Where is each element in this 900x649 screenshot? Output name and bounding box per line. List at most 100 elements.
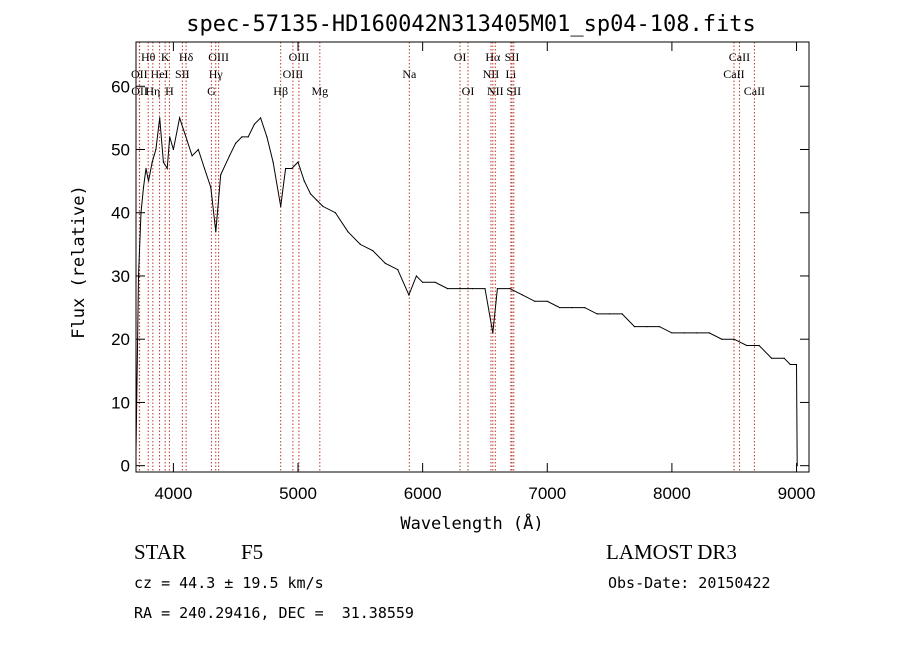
data-point-65 (658, 326, 661, 328)
line-label-6: Hδ (179, 50, 194, 64)
data-point-46 (434, 281, 436, 283)
object-type: STAR (134, 540, 186, 564)
line-label-19: Hα (485, 50, 501, 64)
data-point-63 (633, 326, 636, 328)
y-tick-label-6: 60 (111, 77, 130, 96)
line-label-0: Hθ (141, 50, 156, 64)
data-point-74 (771, 357, 773, 359)
data-point-32 (297, 161, 299, 163)
data-point-5 (147, 180, 150, 182)
data-point-29 (280, 205, 282, 207)
data-point-72 (746, 344, 748, 347)
data-point-48 (459, 288, 461, 290)
data-point-38 (347, 231, 349, 233)
data-point-9 (162, 161, 164, 163)
data-point-22 (235, 142, 237, 144)
x-tick-label-3: 7000 (528, 484, 566, 503)
data-point-11 (169, 136, 171, 138)
data-point-42 (397, 269, 399, 271)
line-label-5: Hη (145, 84, 160, 98)
data-point-62 (621, 313, 623, 315)
plot-frame (135, 41, 810, 473)
data-point-59 (584, 307, 586, 309)
data-point-19 (215, 231, 217, 233)
data-point-77 (795, 363, 798, 366)
data-point-26 (260, 117, 262, 119)
data-point-52 (496, 288, 498, 290)
line-label-17: OI (454, 50, 467, 64)
data-point-56 (546, 300, 548, 302)
y-tick-label-1: 10 (111, 393, 130, 412)
data-point-76 (789, 363, 791, 366)
data-point-53 (509, 288, 511, 290)
spectrum-line (135, 115, 798, 466)
data-point-57 (559, 307, 561, 309)
y-tick-label-3: 30 (111, 267, 130, 286)
data-point-55 (534, 300, 536, 302)
line-label-2: OII (131, 84, 148, 98)
line-label-15: Mg (311, 84, 328, 98)
line-label-3: K (161, 50, 170, 64)
y-tick-label-5: 50 (111, 141, 130, 160)
line-label-23: NII (487, 84, 504, 98)
x-tick-label-1: 5000 (279, 484, 317, 503)
data-point-30 (285, 167, 287, 170)
data-point-16 (197, 148, 199, 151)
data-point-7 (155, 148, 157, 151)
data-point-64 (646, 326, 648, 328)
line-label-27: CaII (744, 84, 765, 98)
data-point-40 (372, 250, 374, 252)
data-point-21 (228, 155, 231, 157)
data-point-70 (721, 338, 723, 340)
x-axis-label: Wavelength (Å) (400, 512, 543, 534)
line-label-7: SII (175, 67, 190, 81)
data-point-33 (303, 180, 305, 182)
data-point-37 (334, 212, 336, 214)
data-point-35 (316, 199, 318, 201)
data-point-12 (172, 148, 174, 151)
data-point-28 (272, 161, 274, 163)
data-point-73 (758, 344, 760, 347)
data-point-27 (266, 136, 268, 138)
line-label-10: Hγ (209, 67, 224, 81)
data-point-50 (484, 288, 486, 290)
line-label-21: NII (483, 67, 500, 81)
data-point-71 (733, 338, 735, 340)
data-point-23 (241, 136, 243, 138)
data-point-4 (145, 167, 147, 170)
data-point-10 (166, 167, 168, 170)
x-tick-label-0: 4000 (154, 484, 192, 503)
data-point-45 (422, 281, 424, 283)
data-point-43 (408, 294, 410, 296)
data-point-49 (471, 288, 474, 290)
data-point-25 (253, 123, 255, 125)
x-tick-label-5: 9000 (778, 484, 816, 503)
data-point-6 (151, 161, 153, 163)
data-point-67 (683, 332, 686, 334)
line-label-9: OIII (208, 50, 229, 64)
survey-name: LAMOST DR3 (606, 540, 737, 564)
data-point-47 (447, 288, 449, 290)
line-label-13: OIII (283, 67, 304, 81)
line-label-16: Na (402, 67, 417, 81)
line-label-22: Li (506, 67, 517, 81)
y-axis-label: Flux (relative) (69, 185, 89, 339)
data-point-17 (203, 167, 206, 170)
data-point-41 (384, 262, 386, 264)
data-point-39 (359, 243, 361, 245)
y-tick-label-0: 0 (121, 457, 130, 476)
data-point-15 (191, 155, 193, 157)
data-point-69 (708, 332, 710, 334)
line-label-8: H (165, 84, 174, 98)
data-point-75 (783, 357, 785, 359)
data-point-66 (671, 332, 673, 334)
data-point-3 (142, 186, 145, 188)
obs-date: Obs-Date: 20150422 (608, 574, 771, 592)
data-point-51 (492, 332, 494, 334)
line-label-26: CaII (723, 67, 744, 81)
line-label-20: SII (505, 50, 520, 64)
data-point-13 (179, 117, 181, 119)
x-tick-label-2: 6000 (404, 484, 442, 503)
